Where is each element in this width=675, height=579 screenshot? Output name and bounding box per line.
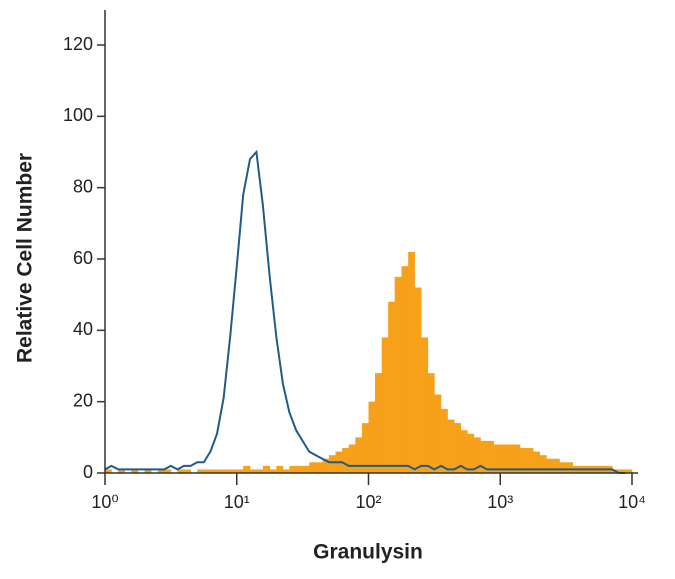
histogram-bar (276, 465, 284, 473)
histogram-bar (289, 465, 297, 473)
histogram-bar (118, 469, 125, 473)
histogram-bar (520, 448, 527, 473)
histogram-bar (381, 337, 389, 473)
histogram-bar (177, 469, 185, 473)
histogram-bar (342, 448, 350, 473)
histogram-bar (440, 408, 448, 473)
histogram-bar (526, 448, 534, 473)
histogram-bar (269, 469, 277, 473)
histogram-bar (296, 465, 303, 473)
histogram-bar (302, 465, 310, 473)
histogram-bar (309, 462, 317, 473)
histogram-bar (197, 469, 205, 473)
histogram-bar (414, 287, 422, 473)
histogram-bar (236, 469, 244, 473)
histogram-bar (131, 469, 139, 473)
histogram-bar (539, 455, 547, 473)
histogram-bar (513, 444, 521, 473)
histogram-bar (467, 433, 475, 473)
histogram-bar (105, 469, 112, 473)
y-tick-label: 20 (73, 390, 93, 410)
histogram-bar (427, 373, 435, 473)
histogram-bar (348, 444, 356, 473)
histogram-bar (546, 458, 554, 473)
histogram-bar (230, 469, 238, 473)
histogram-bar (374, 373, 383, 473)
histogram-bar (421, 337, 429, 473)
histogram-bar (249, 469, 257, 473)
histogram-bar (493, 444, 501, 473)
histogram-bar (480, 440, 488, 473)
histogram-bar (473, 437, 481, 473)
histogram-bar (256, 469, 264, 473)
histogram-bar (223, 469, 231, 473)
y-tick-label: 60 (73, 248, 93, 268)
histogram-bar (388, 301, 395, 473)
y-tick-label: 100 (63, 105, 93, 125)
histogram-bar (282, 469, 290, 473)
histogram-line (104, 149, 626, 474)
histogram-bar (394, 276, 402, 473)
histogram-bar (322, 458, 330, 473)
x-tick-label: 10² (355, 492, 381, 512)
histogram-bar (618, 469, 626, 473)
histogram-bar (203, 469, 211, 473)
histogram-bar (447, 419, 455, 473)
x-tick-label: 10¹ (224, 492, 250, 512)
histogram-bar (144, 469, 152, 473)
histogram-bar (164, 469, 172, 473)
histogram-bar (368, 401, 376, 473)
histogram-bar (216, 469, 224, 473)
histogram-bar (361, 423, 369, 473)
histogram-bar (315, 462, 323, 473)
histogram-bar (355, 437, 363, 473)
y-axis-title: Relative Cell Number (14, 153, 37, 363)
histogram-bar (454, 423, 462, 473)
y-tick-label: 120 (63, 34, 93, 54)
x-axis-title: Granulysin (313, 541, 423, 564)
histogram-bar (487, 440, 494, 473)
histogram-bar (460, 430, 468, 473)
y-tick-label: 80 (73, 176, 93, 196)
x-tick-label: 10⁴ (618, 492, 646, 512)
histogram-bar (625, 469, 633, 473)
y-tick-label: 40 (73, 319, 93, 339)
histogram-bar (506, 444, 514, 473)
histogram-bar (566, 462, 574, 473)
histogram-bar (559, 462, 567, 473)
x-tick-label: 10⁰ (91, 492, 118, 512)
histogram-bar (552, 458, 560, 473)
histogram-bar (408, 251, 415, 473)
x-tick-label: 10³ (487, 492, 513, 512)
histogram-bar (210, 469, 218, 473)
histogram-bar (500, 444, 508, 473)
histogram-bar (533, 451, 541, 473)
histogram-bar (243, 465, 251, 473)
histogram-bar (328, 455, 336, 473)
y-tick-label: 0 (83, 462, 93, 482)
histogram-bar (434, 394, 442, 473)
histogram-bar (157, 469, 165, 473)
histogram-bar (184, 469, 191, 473)
histogram-bar (262, 465, 271, 473)
histogram-bar (401, 266, 409, 473)
